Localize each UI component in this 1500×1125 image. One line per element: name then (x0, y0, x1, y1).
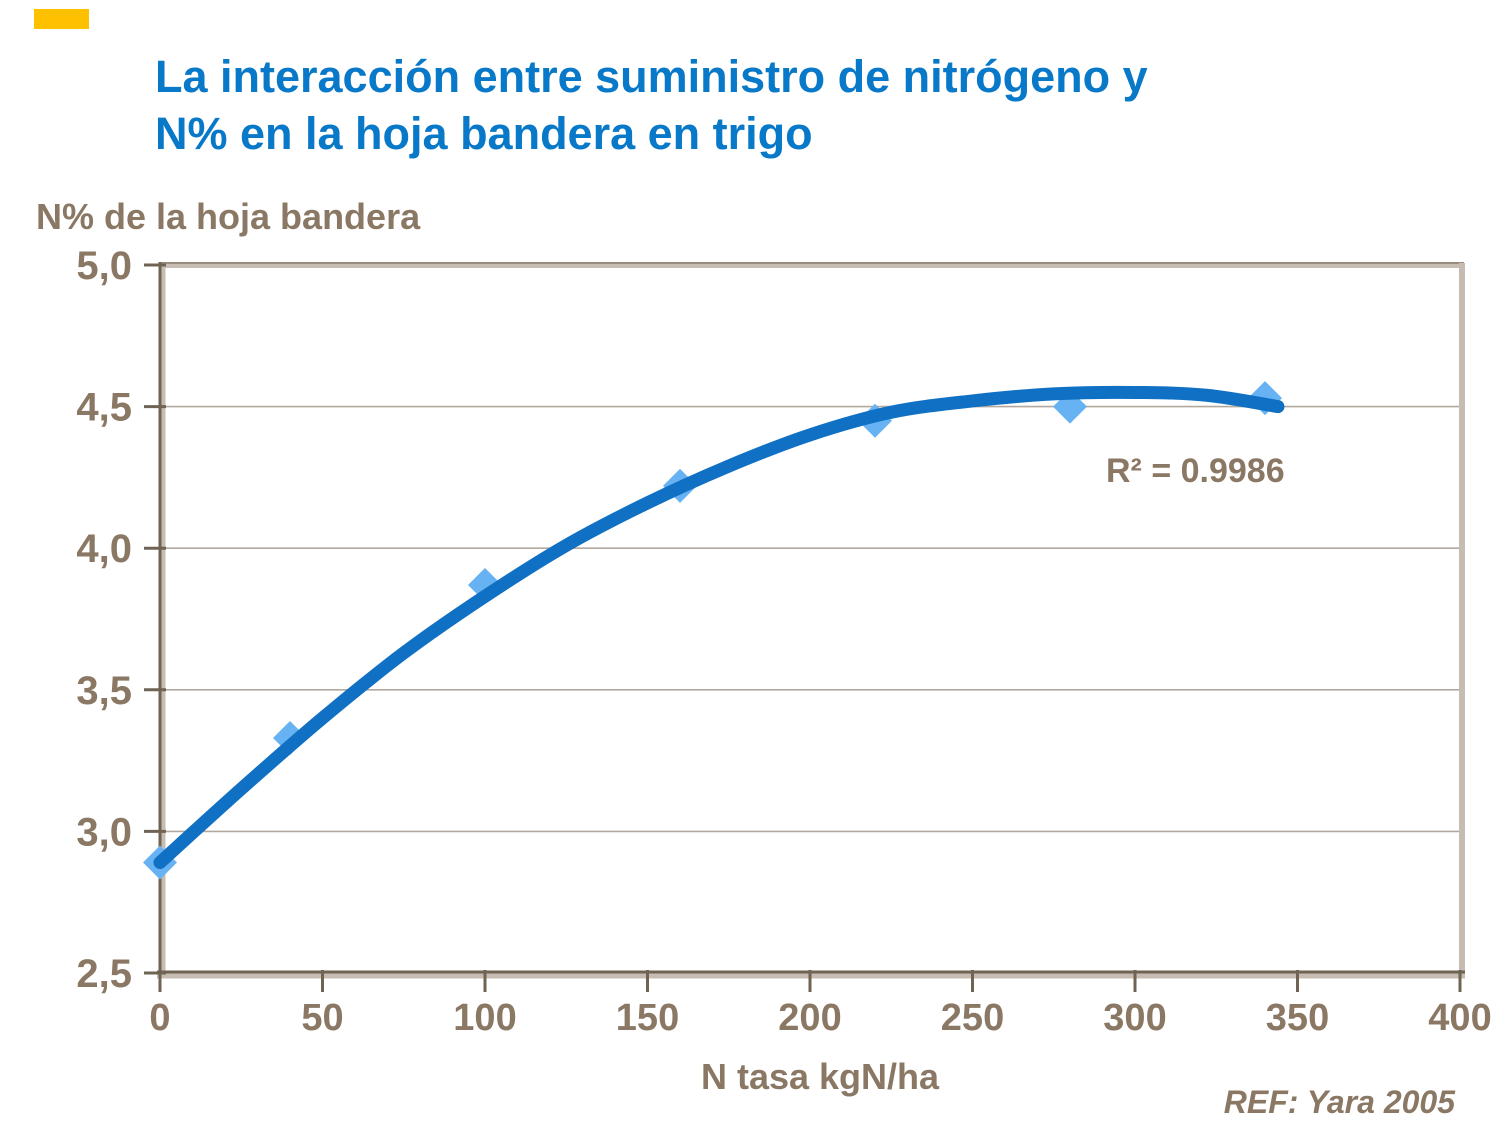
x-tick-label: 350 (1266, 997, 1329, 1039)
x-tick-label: 300 (1103, 997, 1166, 1039)
x-tick-label: 400 (1428, 997, 1491, 1039)
y-tick-label: 2,5 (76, 952, 132, 996)
y-tick-label: 4,0 (76, 527, 132, 571)
x-tick-label: 250 (941, 997, 1004, 1039)
slide-title-line2: N% en la hoja bandera en trigo (155, 108, 813, 159)
accent-bar (34, 9, 89, 29)
r-squared-annotation: R² = 0.9986 (1106, 452, 1285, 490)
slide-title: La interacción entre suministro de nitró… (155, 48, 1355, 162)
reference-note: REF: Yara 2005 (1223, 1084, 1455, 1120)
trendline-curve (153, 385, 1285, 870)
x-tick-label: 0 (149, 997, 170, 1039)
x-tick-label: 50 (301, 997, 343, 1039)
y-tick-label: 5,0 (76, 244, 132, 288)
x-tick-label: 100 (453, 997, 516, 1039)
plot-border-right (1459, 263, 1465, 975)
x-axis-title: N tasa kgN/ha (700, 1056, 940, 1097)
y-tick-label: 4,5 (76, 386, 132, 430)
x-tick-label: 200 (778, 997, 841, 1039)
y-axis-title: N% de la hoja bandera (36, 196, 421, 237)
slide-title-line1: La interacción entre suministro de nitró… (155, 51, 1148, 102)
x-tick-label: 150 (616, 997, 679, 1039)
y-tick-label: 3,5 (76, 669, 132, 713)
y-tick-label: 3,0 (76, 810, 132, 854)
